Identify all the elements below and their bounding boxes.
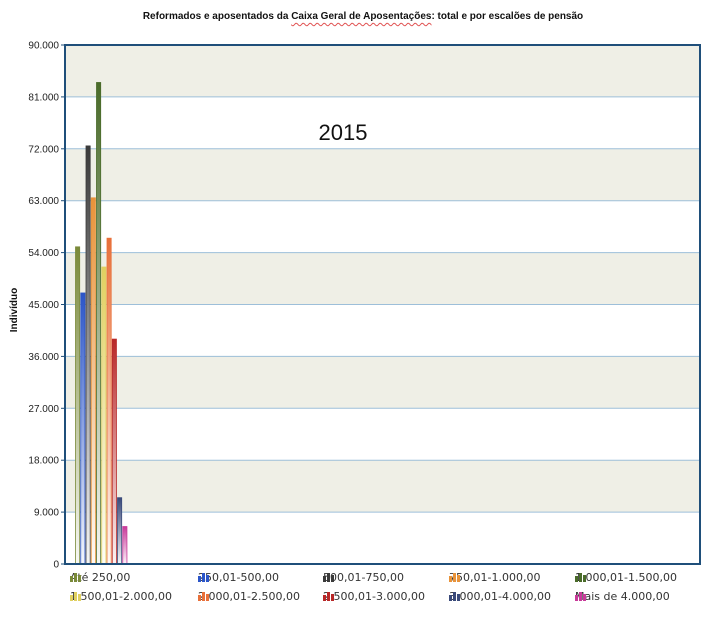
legend-label: 750,01-1.000,00 (449, 571, 541, 584)
plot-band (65, 96, 700, 149)
legend-swatch-icon (70, 573, 81, 582)
legend-label: 250,01-500,00 (198, 571, 279, 584)
legend-label: Até 250,00 (70, 571, 131, 584)
legend-label: 500,01-750,00 (323, 571, 404, 584)
y-tick-label: 72.000 (28, 144, 59, 155)
legend-swatch-icon (449, 592, 460, 601)
plot-band (65, 512, 700, 564)
year-annotation: 2015 (319, 120, 368, 145)
y-tick-label: 27.000 (28, 404, 59, 415)
plot-background (65, 45, 700, 564)
title-part-2: Caixa Geral de Aposentações (291, 11, 432, 22)
chart-title: Reformados e aposentados da Caixa Geral … (0, 11, 726, 22)
y-tick-label: 63.000 (28, 196, 59, 207)
legend-item: 250,01-500,00 (198, 571, 279, 584)
legend-label: 1.000,01-1.500,00 (575, 571, 677, 584)
bar (111, 338, 117, 565)
y-tick-label: 9.000 (34, 508, 59, 519)
plot-band (65, 45, 700, 97)
plot-band (65, 460, 700, 513)
y-axis-label: Indivíduo (9, 288, 20, 332)
plot-band (65, 252, 700, 305)
legend-label: 3.000,01-4.000,00 (449, 590, 551, 603)
legend-label: 2.500,01-3.000,00 (323, 590, 425, 603)
plot-frame (64, 44, 701, 565)
bars (75, 82, 128, 565)
plot-band (65, 408, 700, 461)
legend-swatch-icon (198, 592, 209, 601)
bar (117, 497, 123, 565)
legend-label: 2.000,01-2.500,00 (198, 590, 300, 603)
y-axis-ticks: 0 9.000 18.000 27.000 36.000 45.000 54.000 63.0… (28, 41, 65, 571)
legend-item: Até 250,00 (70, 571, 130, 584)
bar (122, 526, 128, 565)
legend-item: 750,01-1.000,00 (449, 571, 540, 584)
legend-swatch-icon (198, 573, 209, 582)
bar (90, 197, 96, 565)
legend-item: Mais de 4.000,00 (575, 590, 670, 603)
y-tick-label: 90.000 (28, 41, 59, 52)
y-tick-label: 36.000 (28, 352, 59, 363)
legend-item: 1.000,01-1.500,00 (575, 571, 677, 584)
plot-band (65, 356, 700, 409)
title-part-3: : total e por escalões de pensão (431, 11, 584, 22)
bar (106, 237, 112, 565)
bar (80, 292, 86, 565)
plot-band (65, 200, 700, 253)
legend-swatch-icon (449, 573, 460, 582)
legend-item: 2.000,01-2.500,00 (198, 590, 300, 603)
legend-item: 1.500,01-2.000,00 (70, 590, 172, 603)
bar (75, 246, 81, 565)
legend-item: 500,01-750,00 (323, 571, 404, 584)
y-tick-label: 18.000 (28, 456, 59, 467)
y-tick-label: 54.000 (28, 248, 59, 259)
bar (96, 82, 102, 565)
plot-band (65, 304, 700, 357)
legend-label: Mais de 4.000,00 (575, 590, 670, 603)
y-tick-label: 0 (53, 560, 59, 571)
bar (85, 145, 91, 565)
legend-swatch-icon (575, 592, 586, 601)
y-tick-label: 81.000 (28, 92, 59, 103)
legend-swatch-icon (70, 592, 81, 601)
legend-swatch-icon (575, 573, 586, 582)
plot-band (65, 148, 700, 201)
legend-item: 2.500,01-3.000,00 (323, 590, 425, 603)
title-part-1: Reformados e aposentados da (142, 11, 292, 22)
legend-swatch-icon (323, 573, 334, 582)
legend-label: 1.500,01-2.000,00 (70, 590, 172, 603)
legend-item: 3.000,01-4.000,00 (449, 590, 551, 603)
bar (101, 266, 107, 565)
legend-swatch-icon (323, 592, 334, 601)
y-tick-label: 45.000 (28, 300, 59, 311)
